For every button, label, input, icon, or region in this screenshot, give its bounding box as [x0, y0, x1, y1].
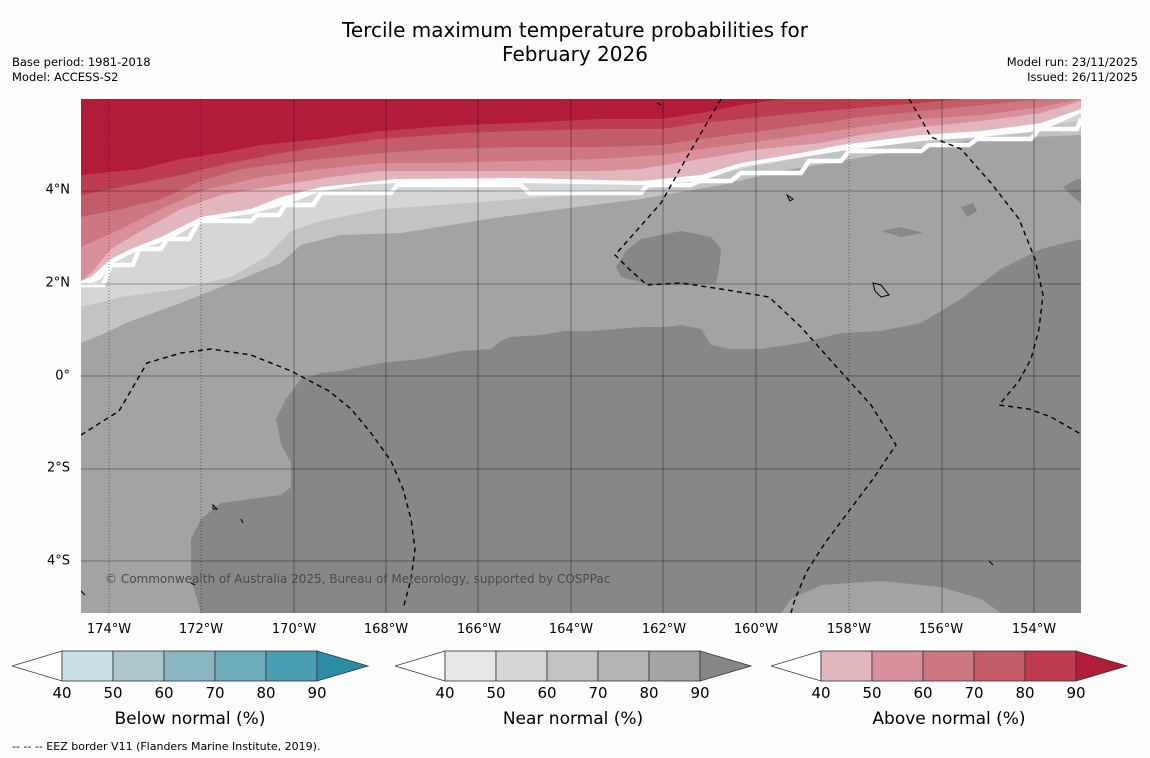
lon-label-170w: 170°W — [271, 622, 317, 637]
lon-label-154w: 154°W — [1011, 622, 1057, 637]
grey-bottom-right — [781, 581, 1001, 613]
below-tick-90: 90 — [307, 684, 327, 702]
chart-title: Tercile maximum temperature probabilitie… — [0, 18, 1150, 66]
dark-grey-blob-1 — [961, 203, 977, 217]
above-tick-90: 90 — [1066, 684, 1086, 702]
title-line-1: Tercile maximum temperature probabilitie… — [342, 18, 808, 42]
red-90 — [81, 99, 781, 175]
below-tick-50: 50 — [103, 684, 123, 702]
near-tick-60: 60 — [537, 684, 557, 702]
lon-label-174w: 174°W — [86, 622, 132, 637]
lon-label-172w: 172°W — [178, 622, 224, 637]
meta-right: Model run: 23/11/2025 Issued: 26/11/2025 — [1007, 55, 1138, 85]
near-tick-40: 40 — [435, 684, 455, 702]
islands — [81, 102, 994, 596]
copyright-notice: © Commonwealth of Australia 2025, Bureau… — [105, 572, 611, 586]
meta-left: Base period: 1981-2018 Model: ACCESS-S2 — [12, 55, 151, 85]
lon-label-160w: 160°W — [733, 622, 779, 637]
above-tick-60: 60 — [913, 684, 933, 702]
lon-label-156w: 156°W — [918, 622, 964, 637]
near-tick-90: 90 — [690, 684, 710, 702]
above-tick-80: 80 — [1015, 684, 1035, 702]
dark-grey-islet-ne — [616, 231, 721, 285]
lat-label-0: 0° — [55, 368, 70, 384]
above-normal-colorbar — [771, 650, 1129, 682]
lon-label-166w: 166°W — [456, 622, 502, 637]
below-normal-colorbar — [12, 650, 370, 682]
title-line-2: February 2026 — [502, 42, 648, 66]
model-run: Model run: 23/11/2025 — [1006, 55, 1138, 69]
lat-label-4s: 4°S — [46, 553, 70, 569]
below-tick-70: 70 — [205, 684, 225, 702]
above-tick-40: 40 — [811, 684, 831, 702]
lat-label-2n: 2°N — [45, 275, 71, 291]
lat-label-4n: 4°N — [45, 182, 71, 198]
white-step-line — [81, 118, 1081, 288]
lon-label-164w: 164°W — [548, 622, 594, 637]
below-tick-80: 80 — [256, 684, 276, 702]
below-normal-title: Below normal (%) — [114, 709, 266, 729]
dark-grey-blob-2 — [881, 227, 923, 237]
model-name: Model: ACCESS-S2 — [12, 70, 119, 84]
near-normal-colorbar — [395, 650, 753, 682]
grid-lines — [81, 99, 1081, 613]
tercile-map[interactable] — [81, 99, 1081, 613]
below-tick-40: 40 — [52, 684, 72, 702]
dark-grey-90 — [191, 239, 1081, 613]
lon-label-168w: 168°W — [363, 622, 409, 637]
above-normal-title: Above normal (%) — [872, 709, 1026, 729]
base-period: Base period: 1981-2018 — [12, 55, 151, 69]
lat-label-2s: 2°S — [46, 460, 70, 476]
below-tick-60: 60 — [154, 684, 174, 702]
near-normal-title: Near normal (%) — [502, 709, 644, 729]
eez-footnote: -- -- -- EEZ border V11 (Flanders Marine… — [12, 740, 321, 753]
near-tick-80: 80 — [639, 684, 659, 702]
near-tick-50: 50 — [486, 684, 506, 702]
eez-borders — [81, 99, 1081, 613]
lon-label-162w: 162°W — [641, 622, 687, 637]
above-tick-70: 70 — [964, 684, 984, 702]
lon-label-158w: 158°W — [826, 622, 872, 637]
issued-date: Issued: 26/11/2025 — [1027, 70, 1138, 84]
near-tick-70: 70 — [588, 684, 608, 702]
above-tick-50: 50 — [862, 684, 882, 702]
dark-grey-blob-3 — [1063, 179, 1081, 203]
